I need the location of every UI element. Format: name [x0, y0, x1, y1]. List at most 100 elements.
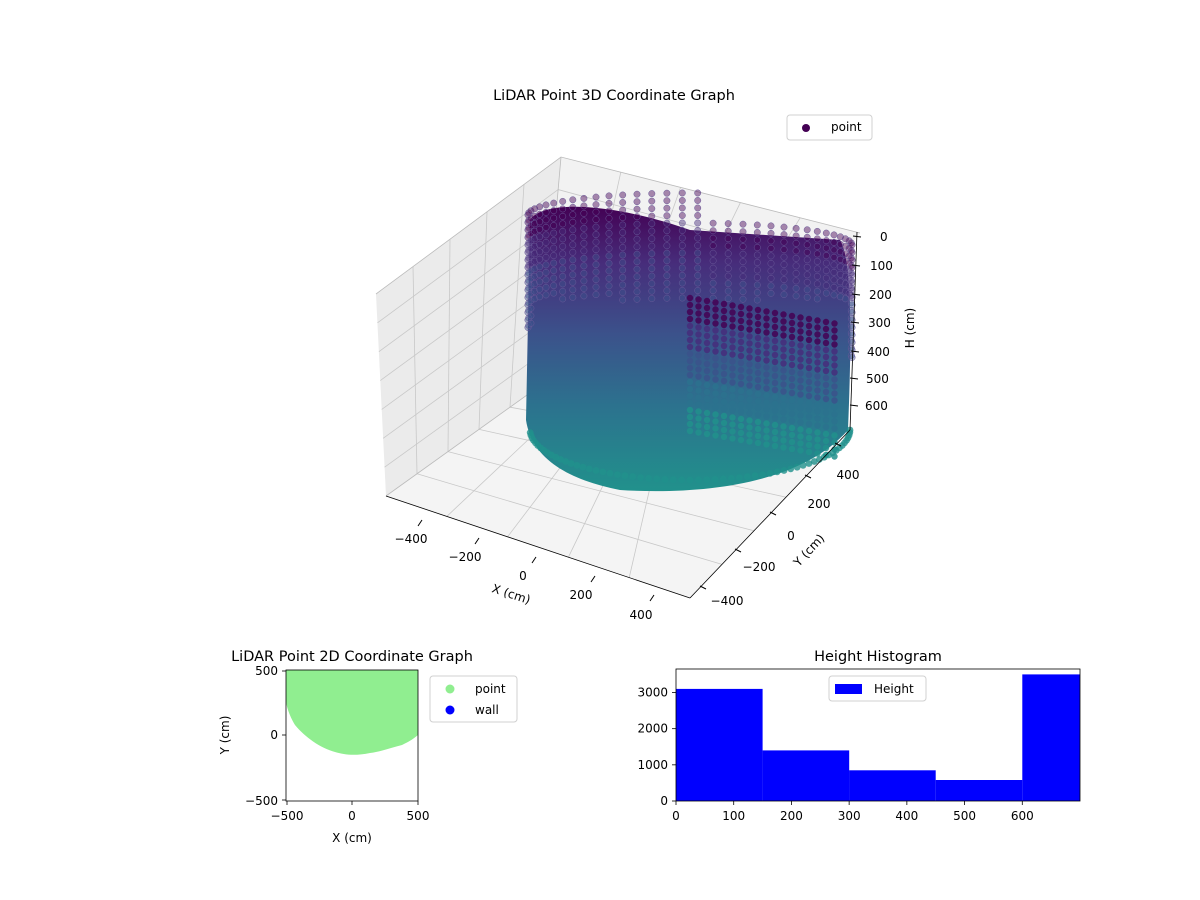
point-marker — [754, 369, 762, 377]
point-marker — [822, 282, 830, 290]
point-marker — [754, 320, 762, 328]
point-marker — [729, 379, 736, 386]
point-marker — [605, 289, 613, 297]
point-marker — [678, 476, 685, 484]
point-marker — [814, 387, 821, 394]
point-marker — [848, 286, 856, 294]
point-marker — [754, 411, 762, 419]
grid-line — [416, 473, 723, 565]
point-marker — [822, 437, 830, 445]
point-marker — [780, 430, 787, 437]
z-ticks-3d: 0 100 200 300 400 500 600 H (cm) — [849, 230, 917, 413]
point-marker — [780, 311, 787, 318]
point-marker — [550, 214, 558, 222]
point-marker — [767, 222, 775, 230]
point-marker — [792, 224, 800, 232]
point-marker — [695, 345, 702, 352]
point-marker — [729, 386, 736, 393]
point-marker — [814, 359, 821, 366]
point-marker — [663, 257, 671, 265]
point-marker — [663, 212, 671, 220]
point-marker — [831, 383, 838, 390]
point-marker — [525, 284, 533, 292]
z-tick-label: 400 — [867, 345, 890, 359]
point-marker — [633, 295, 641, 303]
point-marker — [780, 261, 788, 269]
point-marker — [739, 280, 747, 288]
point-marker — [686, 364, 694, 372]
point-marker — [814, 408, 821, 415]
point-marker — [527, 304, 535, 312]
point-marker — [703, 388, 711, 396]
point-marker — [663, 242, 671, 250]
point-marker — [848, 241, 856, 249]
point-marker — [703, 409, 711, 417]
point-marker — [709, 257, 717, 265]
point-marker — [822, 325, 830, 333]
point-marker — [619, 281, 627, 289]
point-marker — [550, 252, 558, 260]
point-marker — [822, 346, 830, 354]
grid-line — [509, 184, 525, 408]
y-tick-label: 0 — [270, 728, 278, 742]
point-marker — [763, 420, 770, 427]
point-marker — [737, 373, 745, 381]
point-marker — [787, 465, 795, 473]
point-marker — [822, 402, 830, 410]
point-marker — [754, 383, 762, 391]
point-marker — [527, 244, 535, 252]
point-marker — [585, 465, 593, 473]
point-marker — [737, 324, 745, 332]
point-marker — [737, 359, 745, 367]
point-marker — [754, 341, 762, 349]
point-marker — [788, 347, 796, 355]
point-marker — [763, 413, 770, 420]
point-marker — [536, 248, 544, 256]
point-marker — [788, 312, 796, 320]
point-marker — [648, 242, 656, 250]
point-marker — [580, 209, 588, 217]
point-marker — [703, 360, 711, 368]
point-marker — [709, 287, 717, 295]
point-marker — [754, 425, 762, 433]
point-marker — [822, 367, 830, 375]
point-marker — [746, 361, 753, 368]
point-marker — [709, 249, 717, 257]
point-marker — [694, 212, 702, 219]
point-marker — [712, 404, 719, 411]
point-marker — [739, 220, 747, 228]
point-marker — [788, 403, 796, 411]
point-marker — [805, 357, 813, 365]
point-marker — [841, 265, 849, 273]
point-marker — [841, 235, 849, 243]
point-marker — [753, 289, 761, 296]
point-marker — [737, 352, 745, 360]
point-marker — [805, 336, 813, 344]
point-marker — [559, 197, 567, 205]
point-marker — [831, 404, 838, 411]
point-marker — [536, 210, 544, 218]
point-marker — [763, 392, 770, 399]
point-marker — [720, 377, 728, 385]
point-marker — [542, 261, 550, 269]
x-tick-label: 0 — [672, 809, 680, 823]
point-marker — [780, 253, 788, 261]
point-marker — [712, 376, 719, 383]
point-marker — [753, 236, 761, 244]
point-marker — [792, 247, 800, 255]
point-marker — [695, 429, 702, 436]
point-marker — [780, 318, 787, 325]
point-marker — [614, 471, 621, 478]
point-marker — [831, 341, 838, 348]
point-marker — [830, 253, 838, 261]
point-marker — [720, 335, 728, 343]
point-marker — [619, 206, 627, 214]
point-marker — [559, 287, 567, 295]
plot-frame-hist — [675, 668, 1081, 802]
point-marker — [678, 249, 686, 257]
point-marker — [633, 243, 641, 251]
point-marker — [754, 327, 762, 335]
point-marker — [822, 381, 830, 389]
point-marker — [739, 228, 747, 236]
point-marker — [633, 280, 641, 288]
